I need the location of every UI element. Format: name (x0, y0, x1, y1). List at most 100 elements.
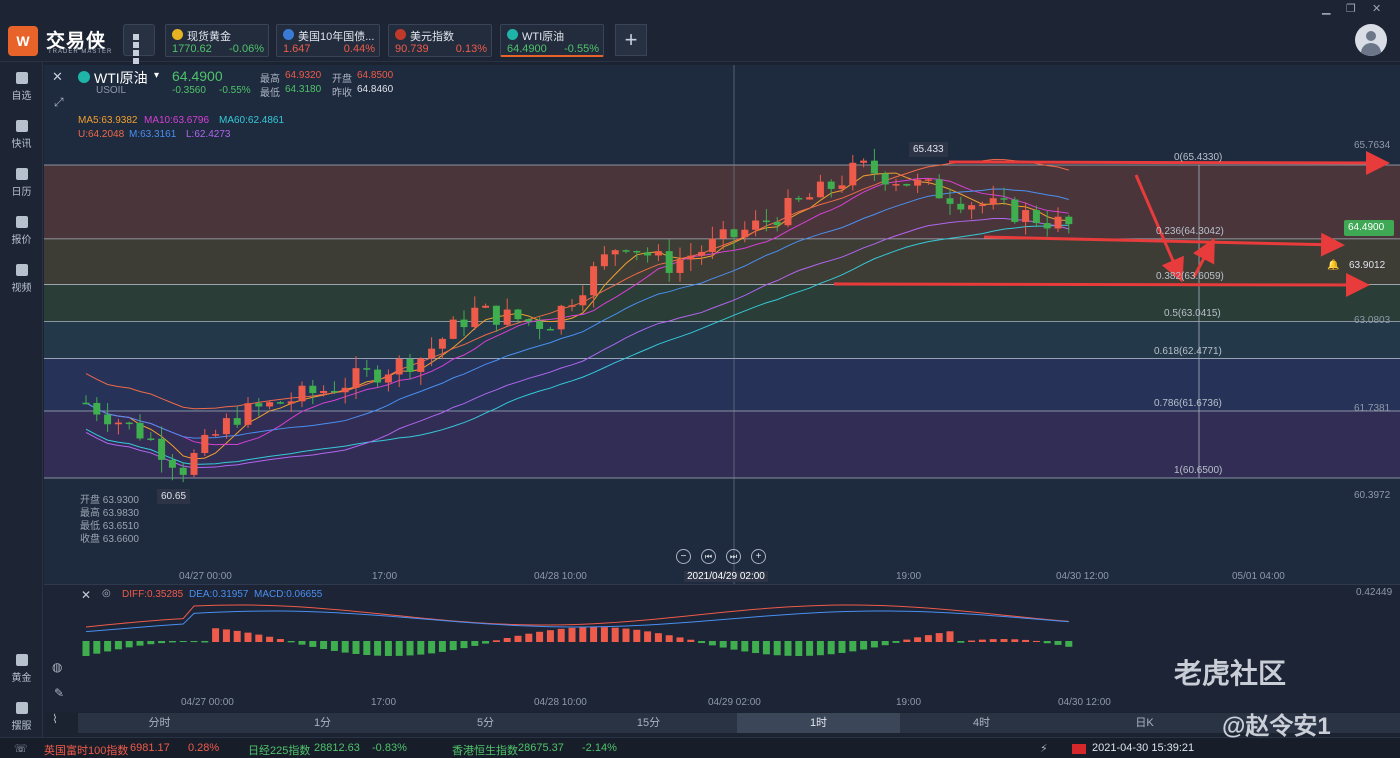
close-macd-icon[interactable]: ✕ (81, 588, 92, 602)
candle-body (341, 387, 349, 393)
candle-body (708, 238, 716, 252)
add-tab-button[interactable]: + (615, 24, 647, 56)
ma60-label: MA60:62.4861 (219, 115, 285, 126)
sidebar-item-gold[interactable]: 黄金 (0, 654, 43, 684)
macd-bar (654, 633, 662, 642)
fib-label: 0.618(62.4771) (1154, 346, 1222, 357)
candle-body (827, 181, 835, 189)
tab-dxy[interactable]: 美元指数 90.739 0.13% (388, 24, 492, 57)
close-window-icon[interactable]: ✕ (1372, 3, 1382, 15)
ticker-change: -2.14% (582, 742, 617, 754)
time-axis-label: 19:00 (896, 571, 922, 582)
wallet-icon (15, 702, 28, 714)
fib-band (44, 321, 1400, 359)
fib-label: 0.382(63.6059) (1156, 271, 1224, 282)
close-chart-icon[interactable]: ✕ (52, 69, 63, 84)
period-tab[interactable]: 4时 (972, 717, 991, 729)
macd-bar (633, 629, 641, 642)
sidebar-item-news[interactable]: 快讯 (0, 120, 43, 150)
macd-bar (93, 641, 101, 654)
macd-chart[interactable] (44, 585, 1400, 713)
macd-bar (935, 633, 943, 642)
boll-lower-line (85, 217, 1069, 469)
macd-bar (946, 631, 954, 642)
sidebar-item-calendar[interactable]: 日历 (0, 168, 43, 198)
sidebar-item-quotes[interactable]: 报价 (0, 216, 43, 246)
candle-body (417, 358, 425, 372)
signal-icon[interactable]: ⚡ (1040, 743, 1048, 755)
macd-bar (806, 641, 814, 656)
tab-gold[interactable]: 现货黄金 1770.62 -0.06% (165, 24, 269, 57)
user-avatar[interactable] (1355, 24, 1387, 56)
macd-bar (708, 641, 716, 646)
symbol-name[interactable]: WTI原油 (94, 70, 148, 86)
boll-lower-label: L:62.4273 (186, 129, 231, 140)
boll-mid-label: M:63.3161 (129, 129, 177, 140)
china-flag-icon (1072, 744, 1086, 754)
tab-us10y[interactable]: 美国10年国债... 1.647 0.44% (276, 24, 380, 57)
main-chart[interactable]: ✕ WTI原油 ▾ USOIL 64.4900 -0.3560 -0.55% 最… (44, 65, 1400, 584)
period-tab[interactable]: 15分 (636, 717, 661, 729)
ticker-name[interactable]: 香港恒生指数 (452, 745, 518, 757)
macd-diff-label: DIFF:0.35285 (122, 589, 184, 600)
annotation-arrow (833, 272, 1370, 297)
period-tab[interactable]: 日K (1135, 717, 1154, 729)
time-axis-label: 05/01 04:00 (1232, 571, 1285, 582)
candle-body (104, 414, 112, 425)
draw-tool-icon[interactable]: ⤢ (54, 95, 64, 109)
restore-icon[interactable]: ❐ (1346, 3, 1356, 15)
indicator-icon[interactable]: ◍ (52, 660, 63, 674)
macd-bar (860, 641, 868, 650)
macd-bar (363, 641, 371, 656)
popup-low: 最低 63.6510 (80, 521, 139, 532)
zoom-out-icon[interactable]: − (676, 549, 691, 564)
ticker-name[interactable]: 英国富时100指数 (44, 745, 129, 757)
settings-icon[interactable]: ◎ (102, 588, 111, 599)
gold-icon (15, 654, 28, 666)
candlestick-chart[interactable] (44, 65, 1400, 584)
zoom-in-icon[interactable]: + (751, 549, 766, 564)
prev-close-value: 64.8460 (357, 84, 394, 95)
macd-time-label: 17:00 (371, 697, 397, 708)
macd-bar (989, 639, 997, 642)
candle-body (276, 402, 284, 404)
period-tab[interactable]: 分时 (148, 717, 171, 729)
headset-icon[interactable]: ☏ (14, 743, 28, 755)
macd-bar (147, 641, 155, 645)
ticker-name[interactable]: 日经225指数 (248, 745, 311, 757)
candle-body (309, 385, 317, 394)
ticker-value: 6981.17 (130, 742, 170, 754)
candle-body (665, 251, 673, 273)
pen-icon[interactable]: ✎ (54, 686, 65, 700)
candle-body (773, 221, 781, 226)
fib-band (44, 165, 1400, 239)
macd-value-label: MACD:0.06655 (254, 589, 323, 600)
minimize-icon[interactable]: ▁ (1322, 3, 1331, 15)
sidebar-item-wallet[interactable]: 摆服 (0, 702, 43, 732)
candle-body (568, 305, 576, 307)
macd-bar (1065, 641, 1073, 647)
sidebar-item-video[interactable]: 视频 (0, 264, 43, 294)
macd-bar (525, 633, 533, 642)
macd-bar (222, 629, 230, 642)
macd-bar (795, 641, 803, 656)
bell-icon[interactable]: 🔔 (1327, 260, 1340, 271)
period-tab[interactable]: 5分 (476, 717, 495, 729)
period-tab-active[interactable]: 1时 (737, 713, 900, 733)
fib-label: 0.5(63.0415) (1164, 308, 1221, 319)
macd-bar (924, 635, 932, 642)
macd-time-label: 19:00 (896, 697, 922, 708)
sidebar-item-watchlist[interactable]: 自选 (0, 72, 43, 102)
macd-bar (503, 637, 511, 642)
chevron-down-icon[interactable]: ▾ (154, 70, 160, 81)
skip-back-icon[interactable]: ⏮ (701, 549, 716, 564)
macd-bar (298, 641, 306, 645)
period-tab[interactable]: 1分 (313, 717, 332, 729)
macd-bar (978, 639, 986, 642)
skip-forward-icon[interactable]: ⏭ (726, 549, 741, 564)
tab-wti[interactable]: WTI原油 64.4900 -0.55% (500, 24, 604, 57)
chart-type-icon[interactable]: ⌇ (52, 712, 58, 726)
boll-upper-label: U:64.2048 (78, 129, 125, 140)
macd-panel[interactable]: ✕ ◎ DIFF:0.35285 DEA:0.31957 MACD:0.0665… (44, 584, 1400, 712)
layout-grid-button[interactable] (123, 24, 155, 64)
